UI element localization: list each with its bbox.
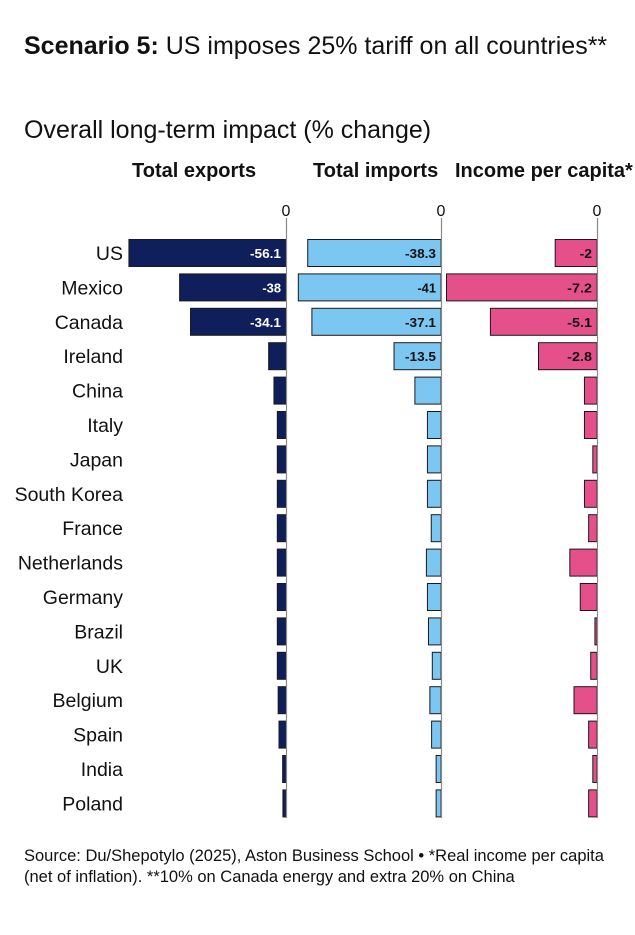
bar-exports-italy	[276, 411, 287, 439]
bar-exports-china	[273, 376, 287, 405]
bar-income-canada	[489, 307, 598, 336]
bar-income-china	[583, 376, 598, 405]
bar-income-france	[588, 514, 598, 543]
panel-title-imports: Total imports	[313, 160, 439, 182]
bar-income-spain	[588, 720, 598, 749]
bar-imports-ireland	[393, 342, 442, 371]
panel-title-income: Income per capita*	[455, 160, 633, 182]
category-label-us: US	[96, 243, 123, 265]
bar-income-south-korea	[583, 479, 598, 508]
bar-imports-france	[430, 514, 442, 543]
category-label-belgium: Belgium	[53, 690, 123, 712]
bar-income-brazil	[594, 617, 598, 646]
category-label-india: India	[81, 759, 123, 781]
data-label-exports-mexico: -38	[262, 280, 281, 295]
bar-exports-japan	[276, 445, 287, 474]
bar-imports-brazil	[427, 617, 442, 646]
category-label-canada: Canada	[55, 312, 123, 334]
data-label-income-mexico: -7.2	[567, 280, 592, 295]
panel-title-exports: Total exports	[132, 160, 257, 182]
category-label-france: France	[62, 518, 123, 540]
bar-imports-italy	[426, 411, 442, 439]
bar-income-poland	[588, 789, 598, 818]
category-label-uk: UK	[96, 656, 123, 678]
bar-imports-uk	[431, 651, 442, 680]
bar-imports-china	[414, 376, 442, 405]
bar-imports-canada	[311, 307, 442, 336]
bar-income-germany	[579, 583, 598, 611]
bar-imports-poland	[435, 789, 442, 818]
data-label-imports-mexico: -41	[417, 280, 436, 295]
bar-imports-us	[307, 239, 442, 267]
bar-imports-mexico	[297, 273, 442, 302]
data-label-exports-us: -56.1	[250, 246, 281, 261]
bar-imports-india	[435, 755, 442, 783]
category-label-poland: Poland	[62, 793, 123, 815]
bar-exports-south-korea	[276, 479, 287, 508]
bar-imports-japan	[426, 445, 442, 474]
zero-tick-label-exports: 0	[282, 203, 291, 220]
source-note: Source: Du/Shepotylo (2025), Aston Busin…	[24, 847, 604, 886]
category-label-mexico: Mexico	[61, 277, 123, 299]
category-label-germany: Germany	[43, 587, 123, 609]
bar-imports-spain	[431, 720, 442, 749]
data-label-imports-canada: -37.1	[405, 315, 436, 330]
chart-title-bold: Scenario 5:	[24, 32, 159, 60]
bar-exports-canada	[190, 307, 287, 336]
data-label-income-us: -2	[580, 246, 592, 261]
category-label-brazil: Brazil	[74, 621, 123, 643]
bar-income-india	[592, 755, 598, 783]
category-label-italy: Italy	[87, 415, 123, 437]
category-label-south-korea: South Korea	[15, 484, 124, 506]
bar-imports-south-korea	[426, 479, 442, 508]
bar-income-japan	[592, 445, 598, 474]
data-label-income-ireland: -2.8	[567, 349, 592, 364]
zero-tick-label-income: 0	[593, 203, 602, 220]
bar-income-belgium	[573, 686, 598, 715]
bar-income-italy	[583, 411, 598, 439]
category-label-netherlands: Netherlands	[18, 553, 123, 575]
bar-imports-netherlands	[425, 548, 442, 577]
bar-exports-ireland	[268, 342, 287, 371]
zero-tick-label-imports: 0	[437, 203, 446, 220]
data-label-imports-us: -38.3	[405, 246, 436, 261]
chart-title: Scenario 5: US imposes 25% tariff on all…	[24, 30, 614, 62]
bar-exports-brazil	[276, 617, 287, 646]
bar-imports-belgium	[429, 686, 442, 715]
bar-exports-india	[282, 755, 287, 783]
bar-income-mexico	[446, 273, 598, 302]
chart-title-rest: US imposes 25% tariff on all countries**	[158, 32, 608, 60]
bar-income-us	[554, 239, 598, 267]
category-label-china: China	[72, 381, 123, 403]
bar-income-ireland	[537, 342, 598, 371]
bar-income-netherlands	[569, 548, 598, 577]
bar-exports-spain	[278, 720, 287, 749]
data-label-income-canada: -5.1	[567, 315, 592, 330]
bar-exports-poland	[282, 789, 287, 818]
bar-exports-germany	[276, 583, 287, 611]
data-label-exports-canada: -34.1	[250, 315, 281, 330]
category-label-spain: Spain	[73, 725, 123, 747]
bar-income-uk	[590, 651, 598, 680]
category-label-ireland: Ireland	[63, 346, 123, 368]
bar-imports-germany	[426, 583, 442, 611]
bar-exports-belgium	[277, 686, 287, 715]
bar-exports-france	[276, 514, 287, 543]
category-label-japan: Japan	[70, 449, 123, 471]
bar-exports-netherlands	[276, 548, 287, 577]
data-label-imports-ireland: -13.5	[405, 349, 436, 364]
bar-exports-uk	[276, 651, 287, 680]
chart-subtitle: Overall long-term impact (% change)	[24, 116, 432, 144]
